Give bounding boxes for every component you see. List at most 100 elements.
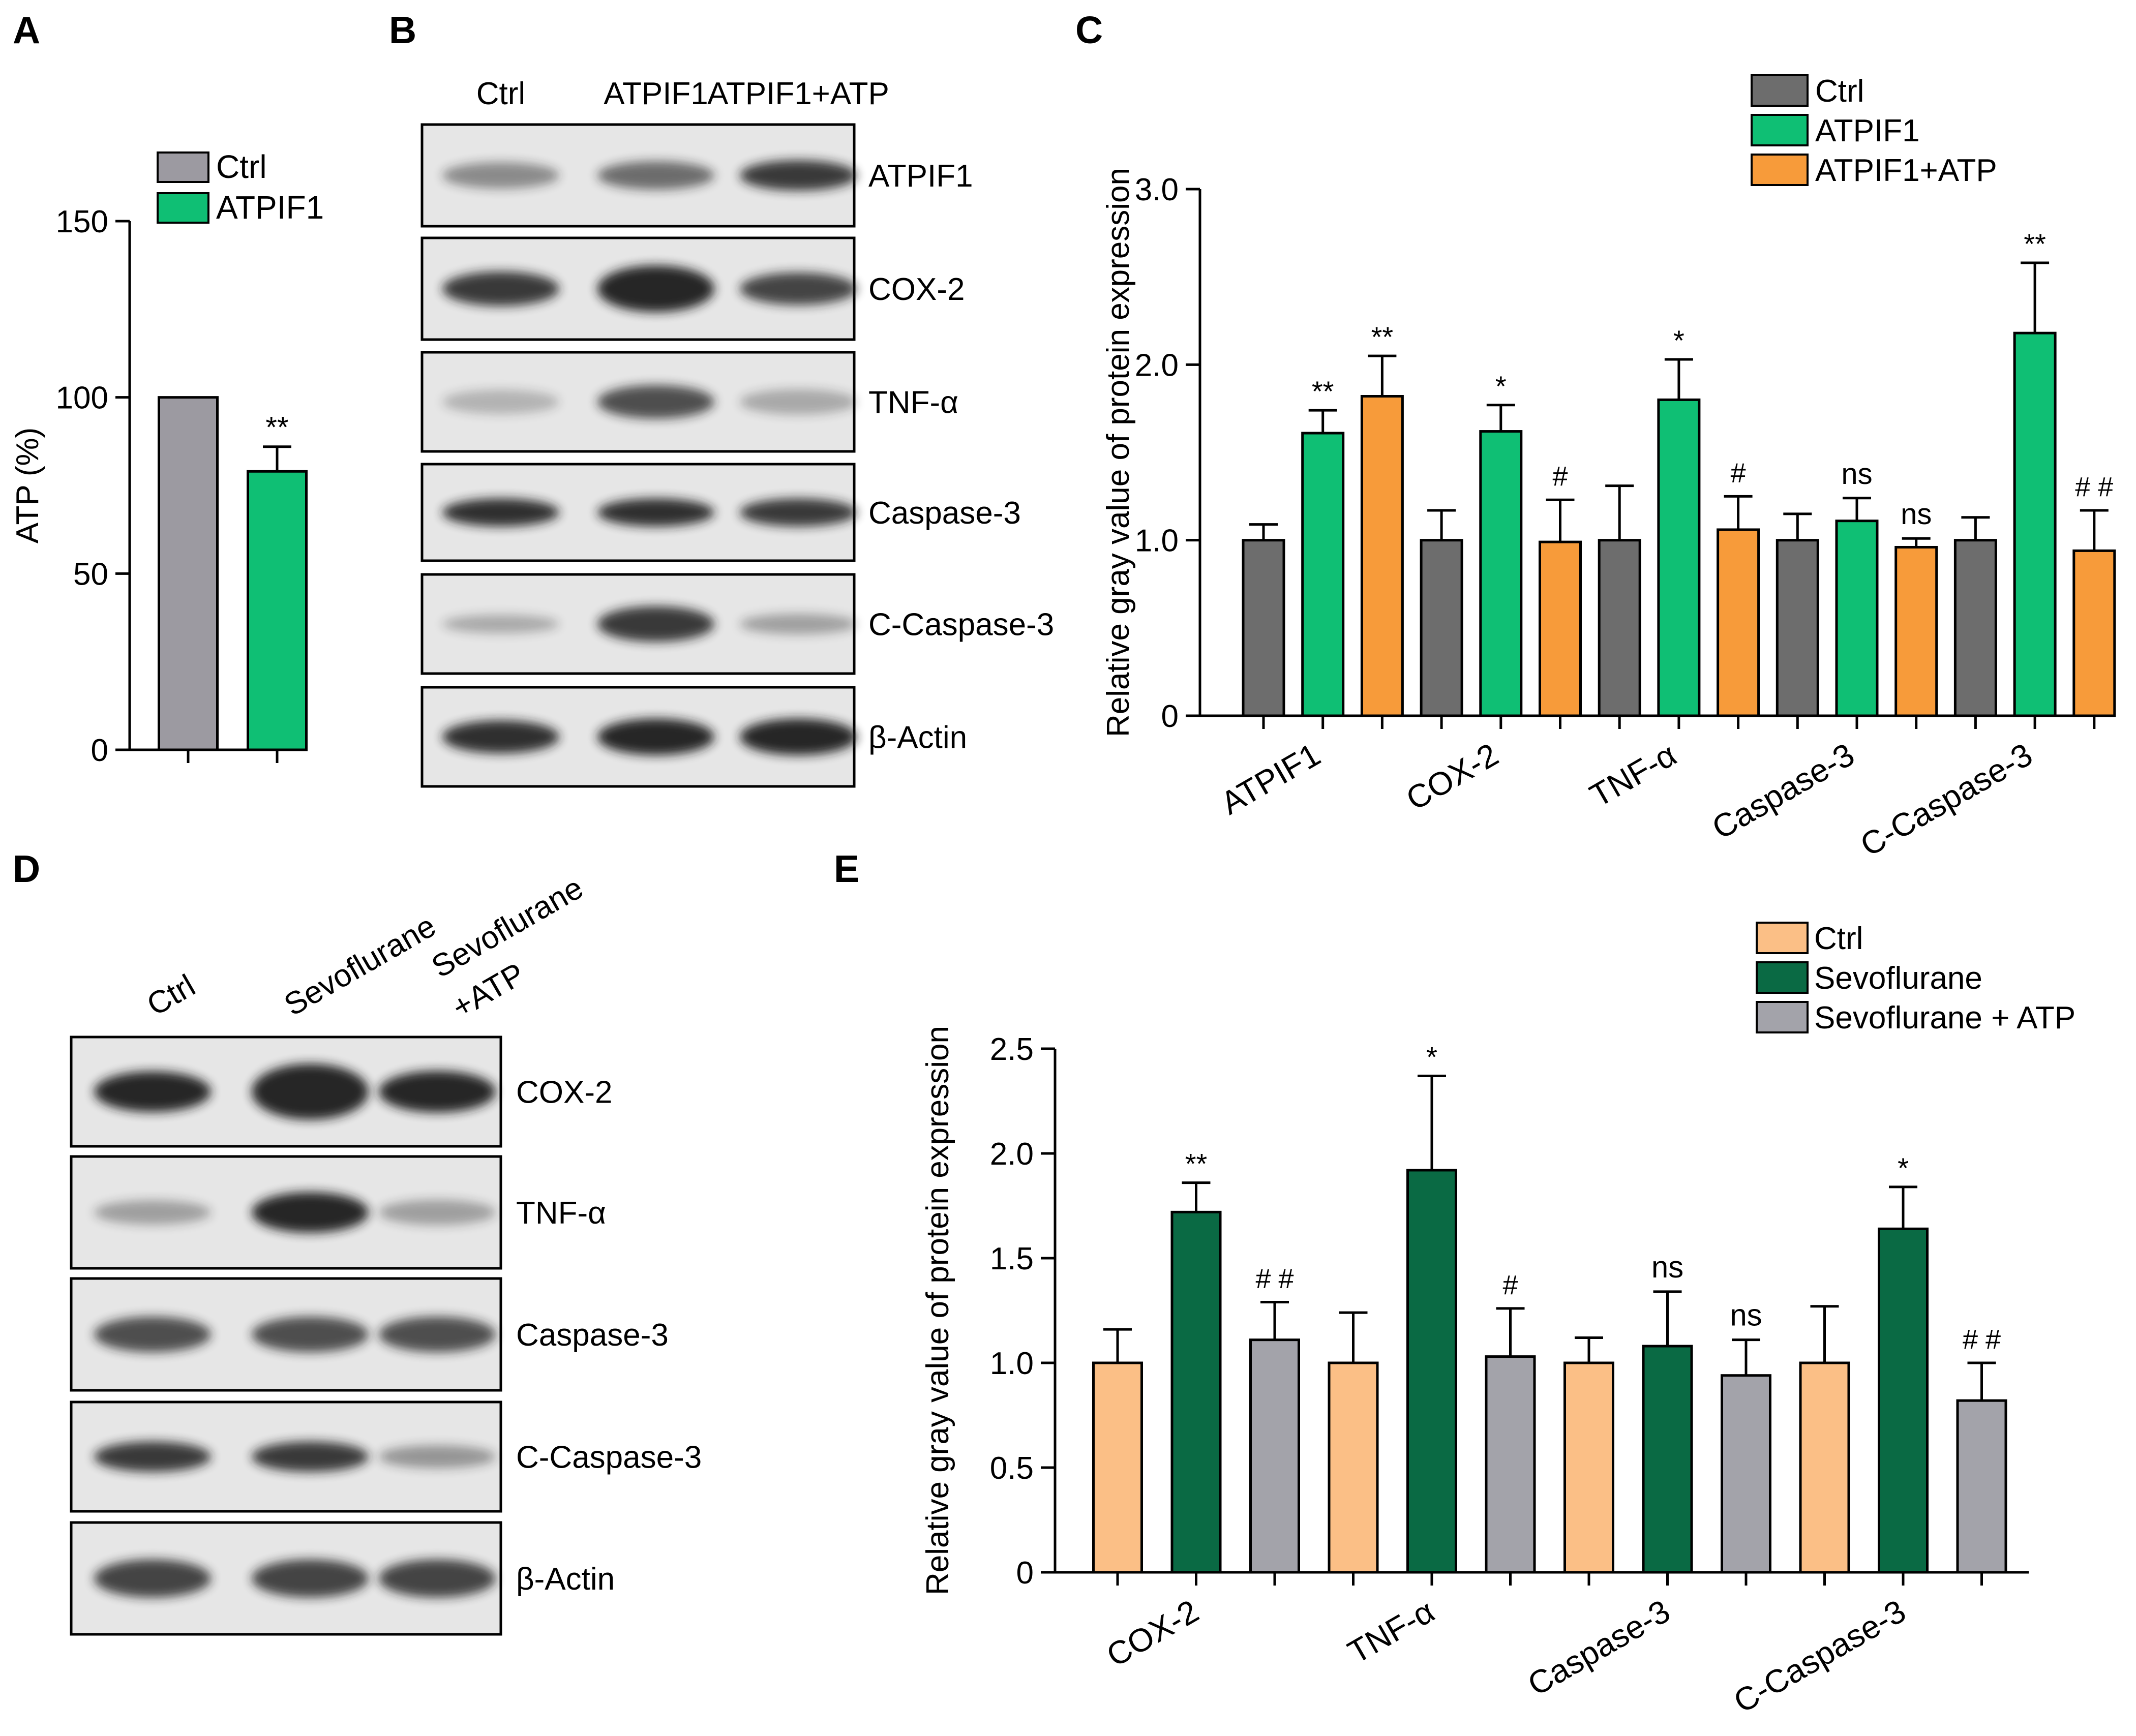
y-tick-label: 50 bbox=[73, 557, 108, 592]
bar-c-caspase-3-ctrl bbox=[1953, 539, 1997, 717]
blot-band bbox=[442, 498, 559, 527]
bar-tnf-sevoflurane-atp bbox=[1485, 1355, 1536, 1574]
blot-band bbox=[740, 614, 857, 634]
protein-label: TNF-α bbox=[868, 385, 958, 420]
blot-band bbox=[94, 1071, 211, 1112]
protein-label: TNF-α bbox=[516, 1196, 606, 1231]
panel-letter-e: E bbox=[834, 847, 859, 890]
bar-atpif1-atpif1 bbox=[1301, 432, 1345, 717]
bar-caspase-3-sevoflurane bbox=[1642, 1345, 1693, 1574]
bar-tnf-sevoflurane bbox=[1406, 1169, 1457, 1574]
blot-band bbox=[379, 1445, 496, 1468]
y-tick-label: 0 bbox=[1161, 699, 1179, 734]
blot-band bbox=[740, 272, 857, 305]
blot-band bbox=[597, 718, 714, 755]
significance-label: # bbox=[1502, 1270, 1518, 1300]
protein-label: β-Actin bbox=[516, 1562, 615, 1597]
significance-label: * bbox=[1495, 370, 1507, 402]
blot-band bbox=[740, 498, 857, 527]
bar-caspase-3-atpif1-atp bbox=[1894, 545, 1938, 717]
bar-tnf-atpif1-atp bbox=[1717, 528, 1760, 717]
significance-label: ** bbox=[1371, 321, 1394, 353]
bar-caspase-3-sevoflurane-atp bbox=[1721, 1374, 1771, 1574]
blot-band bbox=[597, 385, 714, 419]
protein-label: COX-2 bbox=[516, 1075, 612, 1110]
legend-swatch bbox=[1751, 154, 1809, 186]
blot-band bbox=[597, 606, 714, 642]
bar-tnf-ctrl bbox=[1598, 539, 1641, 717]
protein-label: C-Caspase-3 bbox=[516, 1440, 702, 1475]
blot-band bbox=[252, 1063, 369, 1120]
significance-label: # bbox=[1552, 461, 1568, 492]
bar-caspase-3-atpif1 bbox=[1835, 520, 1879, 717]
significance-label: # # bbox=[2075, 472, 2113, 502]
legend-label: Ctrl bbox=[1815, 74, 1864, 109]
panel-letter-a: A bbox=[13, 9, 40, 51]
blot-band bbox=[252, 1192, 369, 1233]
significance-label: ns bbox=[1901, 498, 1932, 531]
blot-band bbox=[597, 161, 714, 190]
legend-swatch bbox=[1751, 74, 1809, 107]
panel-letter-c: C bbox=[1075, 9, 1103, 51]
legend-swatch bbox=[157, 151, 209, 183]
bar-c-caspase-3-atpif1-atp bbox=[2072, 549, 2116, 717]
significance-label: * bbox=[1898, 1152, 1909, 1184]
blot-band bbox=[740, 389, 857, 415]
western-blot-b: Ctrl ATPIF1ATPIF1+ATPATPIF1COX-2TNF-αCasp… bbox=[420, 76, 1054, 788]
legend-label: Sevoflurane bbox=[1814, 961, 1982, 996]
bar-cox-2-sevoflurane bbox=[1170, 1210, 1222, 1574]
bar-c-caspase-3-sevoflurane bbox=[1878, 1227, 1929, 1574]
lane-label: ATPIF1+ATP bbox=[707, 76, 889, 111]
bar-atpif1-ctrl bbox=[1242, 539, 1285, 717]
blot-band bbox=[597, 265, 714, 312]
blot-band bbox=[379, 1071, 496, 1113]
significance-label: # # bbox=[1255, 1264, 1293, 1294]
legend-swatch bbox=[157, 192, 209, 224]
y-tick-label: 2.0 bbox=[990, 1137, 1034, 1172]
significance-label: ns bbox=[1841, 458, 1872, 491]
legend-label: ATPIF1 bbox=[216, 189, 324, 226]
protein-label: ATPIF1 bbox=[868, 159, 973, 194]
y-tick-label: 0 bbox=[1016, 1556, 1034, 1591]
y-tick-label: 2.0 bbox=[1135, 348, 1179, 383]
x-tick-label: COX-2 bbox=[1400, 736, 1504, 817]
protein-label: β-Actin bbox=[868, 720, 967, 755]
bar-cox-2-atpif1-atp bbox=[1539, 540, 1582, 717]
blot-band bbox=[94, 1200, 211, 1225]
significance-label: ** bbox=[1185, 1148, 1208, 1180]
legend-swatch bbox=[1756, 961, 1809, 994]
bar-caspase-3-ctrl bbox=[1776, 539, 1819, 717]
protein-label: Caspase-3 bbox=[516, 1318, 669, 1353]
y-axis-label: Relative gray value of protein expressio… bbox=[1101, 168, 1136, 737]
legend-swatch bbox=[1756, 922, 1809, 954]
lane-label: Sevoflurane bbox=[279, 908, 442, 1023]
bar-tnf-atpif1 bbox=[1657, 398, 1701, 717]
blot-band bbox=[740, 160, 857, 191]
blot-band bbox=[379, 1200, 496, 1225]
lane-label: Ctrl bbox=[141, 968, 201, 1023]
y-tick-label: 3.0 bbox=[1135, 172, 1179, 207]
x-tick-label: Caspase-3 bbox=[1521, 1593, 1676, 1703]
blot-band bbox=[94, 1441, 211, 1472]
blot-band bbox=[252, 1441, 369, 1472]
bar-atpif1-atpif1 bbox=[247, 470, 308, 751]
blot-band bbox=[252, 1559, 369, 1598]
significance-label: # # bbox=[1963, 1324, 2001, 1355]
x-tick-label: ATPIF1 bbox=[1215, 736, 1327, 821]
blot-band bbox=[442, 615, 559, 633]
y-tick-label: 1.5 bbox=[990, 1241, 1034, 1276]
blot-band bbox=[442, 389, 559, 414]
lane-label: ATPIF1 bbox=[604, 76, 708, 111]
bar-caspase-3-ctrl bbox=[1563, 1361, 1614, 1574]
significance-label: ** bbox=[1312, 375, 1334, 407]
bar-atpif1-atpif1-atp bbox=[1360, 394, 1404, 717]
x-tick-label: TNF-α bbox=[1342, 1593, 1440, 1671]
panel-letter-d: D bbox=[13, 847, 40, 890]
blot-band bbox=[94, 1559, 211, 1598]
y-tick-label: 1.0 bbox=[990, 1346, 1034, 1381]
protein-label: C-Caspase-3 bbox=[868, 607, 1054, 643]
chart-a-atp-percent: 0 50 100 150 ATP (%) ** Ctrl ATPIF1 bbox=[10, 148, 324, 768]
legend-swatch bbox=[1756, 1001, 1809, 1033]
significance-label: * bbox=[1426, 1041, 1437, 1073]
